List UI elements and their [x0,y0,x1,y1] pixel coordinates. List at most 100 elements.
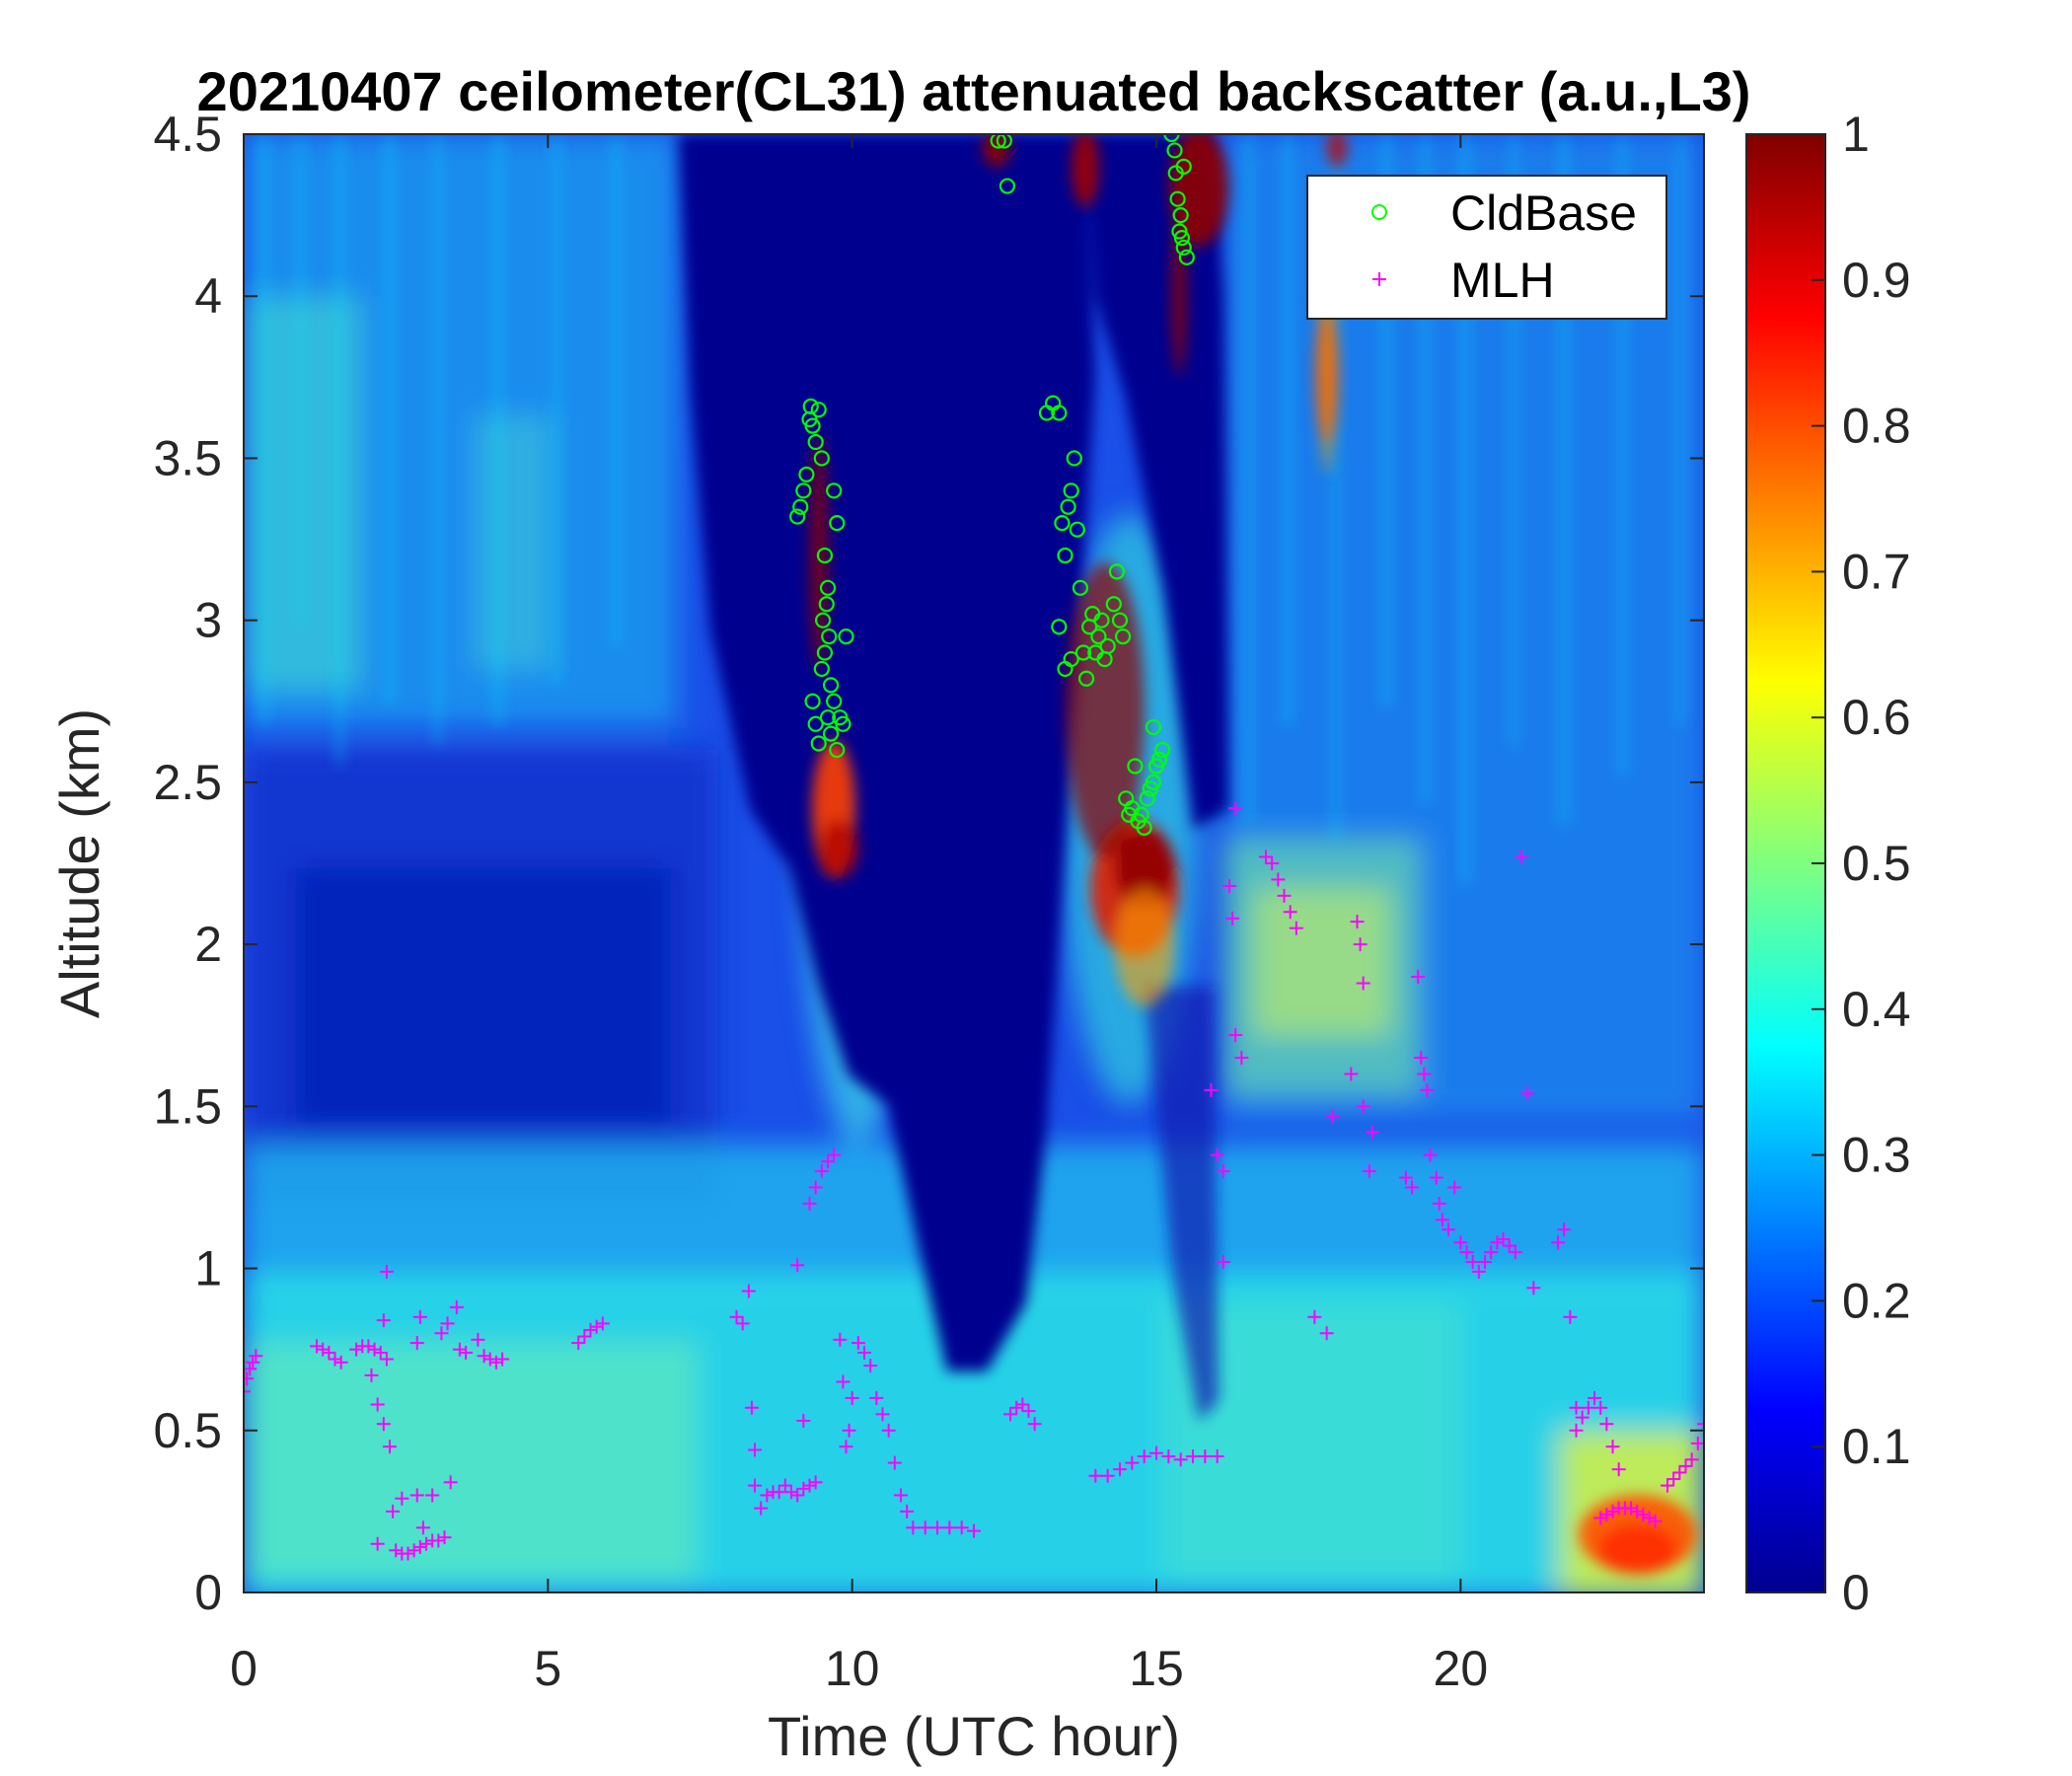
mlh-point [379,1264,394,1279]
mlh-point [1593,1400,1608,1415]
cldbase-point [792,498,809,515]
mlh-point [1611,1462,1626,1477]
colorbar-tick-label: 0.9 [1842,253,1911,308]
colorbar-tick-label: 0.2 [1842,1273,1911,1328]
mlh-point [589,1319,604,1334]
mlh-point [459,1345,474,1360]
y-axis-label: Altitude (km) [48,708,111,1018]
x-tick-label: 0 [230,1641,258,1696]
y-tick-label: 4.5 [153,107,222,162]
mlh-point [1515,850,1528,864]
mlh-point [495,1352,510,1367]
colorbar-tick-label: 0.3 [1842,1128,1911,1183]
cldbase-point [789,508,806,525]
mlh-point [1210,1147,1224,1162]
legend-mlh-marker [1372,272,1386,286]
mlh-point [1228,1028,1243,1043]
mlh-point [333,1355,348,1369]
mlh-point [814,1164,829,1179]
cldbase-point [826,693,843,709]
mlh-point [431,1533,446,1548]
mlh-point [370,1536,385,1551]
cldbase-point [829,741,846,759]
mlh-point [1289,921,1303,935]
y-tick-label: 0.5 [153,1403,222,1458]
mlh-point [1447,1180,1462,1195]
cldbase-point [826,482,843,499]
cldbase-point [818,596,835,613]
y-tick-label: 3.5 [153,430,222,485]
mlh-point [1636,1508,1651,1522]
mlh-point [1588,1390,1601,1405]
legend-cldbase-marker [1371,204,1387,220]
mlh-point [1459,1245,1474,1260]
cldbase-point [835,715,851,732]
mlh-point [1599,1417,1614,1432]
mlh-point [373,1345,388,1360]
mlh-point [1365,1125,1379,1140]
mlh-point [863,1359,878,1373]
colorbar-tick-label: 0.7 [1842,544,1911,599]
mlh-point [894,1488,908,1503]
mlh-point [760,1488,775,1503]
mlh-point [249,1349,263,1364]
mlh-point [906,1520,921,1535]
mlh-point [1453,1235,1468,1250]
mlh-point [376,1313,391,1328]
mlh-point [244,1371,255,1386]
cldbase-point [813,660,830,678]
cldbase-point [1060,498,1076,515]
mlh-point [1009,1400,1024,1415]
cldbase-point [1169,190,1186,207]
cldbase-point [1150,751,1168,768]
mlh-point [409,1336,424,1351]
cldbase-point [813,450,830,467]
cldbase-point [838,628,854,645]
mlh-point [1161,1449,1176,1464]
mlh-point [784,1485,798,1500]
data-marks [244,134,1704,1561]
mlh-point [887,1455,902,1470]
mlh-point [1557,1222,1572,1237]
mlh-point [881,1423,896,1438]
mlh-point [802,1196,817,1211]
y-tick-label: 3 [194,593,222,648]
y-axis: 0 0.5 1 1.5 2 2.5 3 3.5 4 4.5 [153,107,1704,1620]
mlh-point [1222,878,1236,893]
cldbase-point [814,612,832,629]
mlh-point [1666,1472,1681,1487]
mlh-point [1259,850,1273,864]
legend-box [1306,175,1667,320]
chart-title: 20210407 ceilometer(CL31) attenuated bac… [197,60,1751,122]
mlh-point [741,1284,756,1298]
cldbase-point [1074,644,1092,661]
cldbase-point [1072,579,1089,596]
mlh-point [1234,1051,1249,1066]
mlh-point [744,1400,759,1415]
mlh-point [875,1407,890,1422]
legend: CldBase MLH [1306,175,1667,320]
mlh-point [1021,1404,1036,1419]
cldbase-point [1054,515,1071,532]
mlh-point [1569,1423,1584,1438]
mlh-point [1088,1468,1103,1483]
mlh-point [1465,1254,1480,1269]
mlh-point [1648,1514,1663,1528]
mlh-point [1411,969,1426,984]
cldbase-point [822,725,840,742]
cldbase-point [816,644,834,661]
mlh-point [1265,856,1280,870]
mlh-point [322,1345,336,1360]
mlh-point [407,1543,421,1558]
mlh-point [401,1546,415,1561]
cldbase-point [1136,819,1152,836]
mlh-point [477,1349,491,1364]
mlh-point [1599,1508,1614,1522]
mlh-point [729,1309,744,1324]
mlh-point [1228,801,1243,816]
mlh-point [1149,1445,1163,1460]
x-tick-label: 10 [825,1641,880,1696]
cldbase-point [1063,650,1079,668]
mlh-point [845,1390,859,1405]
